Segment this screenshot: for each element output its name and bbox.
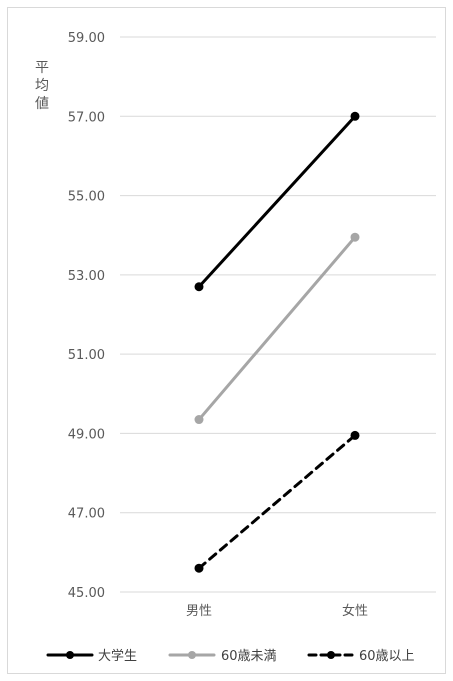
legend-label: 60歳未満 bbox=[221, 649, 277, 664]
x-axis-categories: 男性 女性 bbox=[186, 603, 368, 619]
series-line bbox=[197, 433, 357, 570]
data-point bbox=[194, 282, 204, 292]
y-axis-label-char: 均 bbox=[35, 78, 49, 94]
y-tick-label: 59.00 bbox=[68, 31, 105, 46]
y-tick-label: 51.00 bbox=[68, 348, 105, 363]
x-category-label: 女性 bbox=[342, 603, 368, 619]
y-tick-label: 45.00 bbox=[68, 586, 105, 601]
y-tick-label: 53.00 bbox=[68, 269, 105, 284]
series-0 bbox=[194, 111, 360, 292]
y-tick-label: 47.00 bbox=[68, 507, 105, 522]
legend-marker bbox=[66, 651, 74, 659]
data-point bbox=[194, 563, 204, 573]
legend-label: 60歳以上 bbox=[359, 649, 415, 664]
series-lines bbox=[194, 111, 360, 573]
y-axis-label-char: 値 bbox=[35, 96, 49, 112]
legend-marker bbox=[327, 651, 335, 659]
y-axis-label-char: 平 bbox=[35, 60, 49, 76]
y-tick-label: 49.00 bbox=[68, 427, 105, 442]
legend: 大学生 60歳未満 60歳以上 bbox=[46, 648, 415, 664]
series-line bbox=[197, 114, 357, 289]
legend-label: 大学生 bbox=[98, 648, 137, 664]
data-point bbox=[194, 415, 204, 425]
legend-item: 60歳未満 bbox=[168, 649, 277, 664]
chart-frame bbox=[7, 7, 446, 674]
series-line bbox=[197, 235, 357, 422]
series-2 bbox=[194, 430, 360, 573]
gridlines bbox=[120, 36, 436, 593]
y-axis-ticks: 45.00 47.00 49.00 51.00 53.00 55.00 57.00 59.00 bbox=[68, 31, 105, 601]
data-point bbox=[350, 232, 360, 242]
data-point bbox=[350, 111, 360, 121]
y-tick-label: 55.00 bbox=[68, 190, 105, 205]
legend-item: 60歳以上 bbox=[307, 649, 415, 664]
y-tick-label: 57.00 bbox=[68, 110, 105, 125]
series-1 bbox=[194, 232, 360, 425]
x-category-label: 男性 bbox=[186, 604, 212, 619]
legend-marker bbox=[188, 651, 196, 659]
y-axis-label: 平均値 bbox=[35, 60, 49, 112]
legend-item: 大学生 bbox=[46, 648, 137, 664]
data-point bbox=[350, 430, 360, 440]
